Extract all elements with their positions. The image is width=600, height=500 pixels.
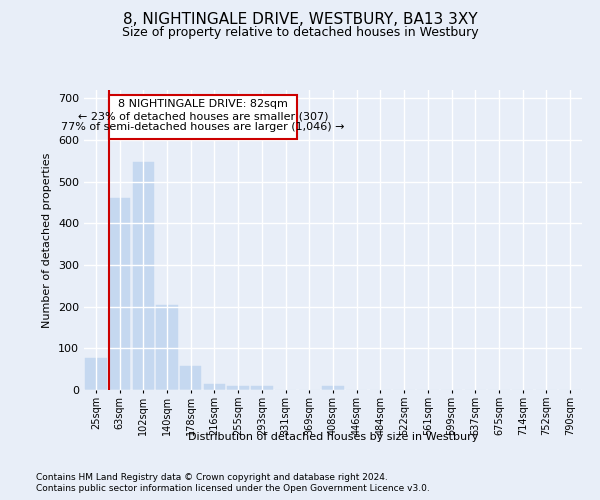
FancyBboxPatch shape [109, 96, 298, 138]
Text: ← 23% of detached houses are smaller (307): ← 23% of detached houses are smaller (30… [78, 112, 328, 121]
Bar [109, 198, 130, 390]
Bar [204, 384, 225, 390]
Text: 77% of semi-detached houses are larger (1,046) →: 77% of semi-detached houses are larger (… [61, 122, 345, 132]
Bar [251, 386, 272, 390]
Text: Contains public sector information licensed under the Open Government Licence v3: Contains public sector information licen… [36, 484, 430, 493]
Bar [227, 386, 249, 390]
Bar [157, 305, 178, 390]
Text: 8 NIGHTINGALE DRIVE: 82sqm: 8 NIGHTINGALE DRIVE: 82sqm [118, 99, 288, 109]
Text: Contains HM Land Registry data © Crown copyright and database right 2024.: Contains HM Land Registry data © Crown c… [36, 472, 388, 482]
Text: Size of property relative to detached houses in Westbury: Size of property relative to detached ho… [122, 26, 478, 39]
Text: 8, NIGHTINGALE DRIVE, WESTBURY, BA13 3XY: 8, NIGHTINGALE DRIVE, WESTBURY, BA13 3XY [122, 12, 478, 28]
Bar [322, 386, 344, 390]
Bar [133, 162, 154, 390]
Bar [85, 358, 107, 390]
Bar [180, 366, 202, 390]
Y-axis label: Number of detached properties: Number of detached properties [43, 152, 52, 328]
Text: Distribution of detached houses by size in Westbury: Distribution of detached houses by size … [188, 432, 478, 442]
